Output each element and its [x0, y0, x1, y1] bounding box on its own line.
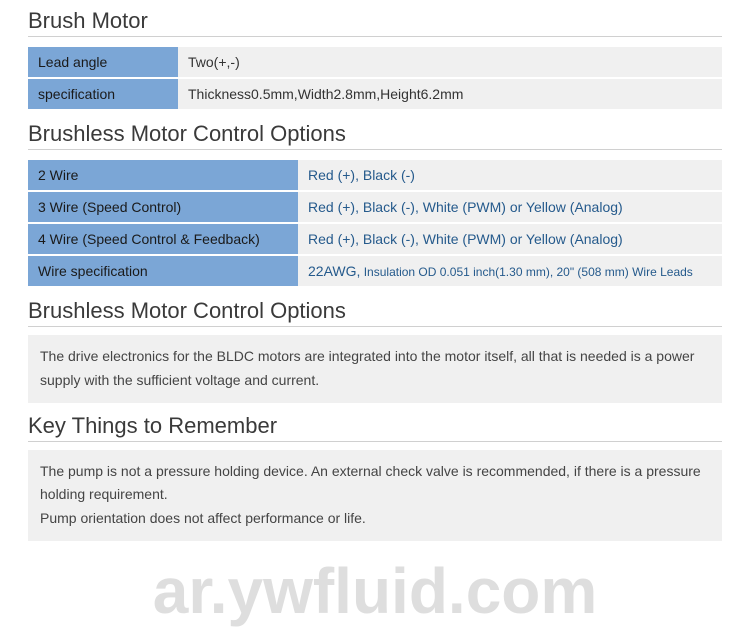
- table-row: 3 Wire (Speed Control) Red (+), Black (-…: [28, 192, 722, 222]
- section-title-key-things: Key Things to Remember: [28, 413, 722, 442]
- table-row: 2 Wire Red (+), Black (-): [28, 160, 722, 190]
- label-cell: Wire specification: [28, 256, 298, 286]
- text-block-key-things: The pump is not a pressure holding devic…: [28, 450, 722, 541]
- table-row: 4 Wire (Speed Control & Feedback) Red (+…: [28, 224, 722, 254]
- section-title-brushless-options: Brushless Motor Control Options: [28, 121, 722, 150]
- table-brushless-options: 2 Wire Red (+), Black (-) 3 Wire (Speed …: [28, 158, 722, 288]
- table-row: specification Thickness0.5mm,Width2.8mm,…: [28, 79, 722, 109]
- label-cell: 3 Wire (Speed Control): [28, 192, 298, 222]
- watermark-text: ar.ywfluid.com: [0, 554, 750, 628]
- value-cell: 22AWG, Insulation OD 0.051 inch(1.30 mm)…: [298, 256, 722, 286]
- label-cell: Lead angle: [28, 47, 178, 77]
- value-cell: Two(+,-): [178, 47, 722, 77]
- value-cell: Red (+), Black (-), White (PWM) or Yello…: [298, 224, 722, 254]
- value-cell: Thickness0.5mm,Width2.8mm,Height6.2mm: [178, 79, 722, 109]
- section-title-brush-motor: Brush Motor: [28, 8, 722, 37]
- value-cell: Red (+), Black (-), White (PWM) or Yello…: [298, 192, 722, 222]
- label-cell: 4 Wire (Speed Control & Feedback): [28, 224, 298, 254]
- label-cell: specification: [28, 79, 178, 109]
- value-cell: Red (+), Black (-): [298, 160, 722, 190]
- table-brush-motor: Lead angle Two(+,-) specification Thickn…: [28, 45, 722, 111]
- label-cell: 2 Wire: [28, 160, 298, 190]
- table-row: Wire specification 22AWG, Insulation OD …: [28, 256, 722, 286]
- table-row: Lead angle Two(+,-): [28, 47, 722, 77]
- section-title-brushless-desc: Brushless Motor Control Options: [28, 298, 722, 327]
- text-block-brushless-desc: The drive electronics for the BLDC motor…: [28, 335, 722, 403]
